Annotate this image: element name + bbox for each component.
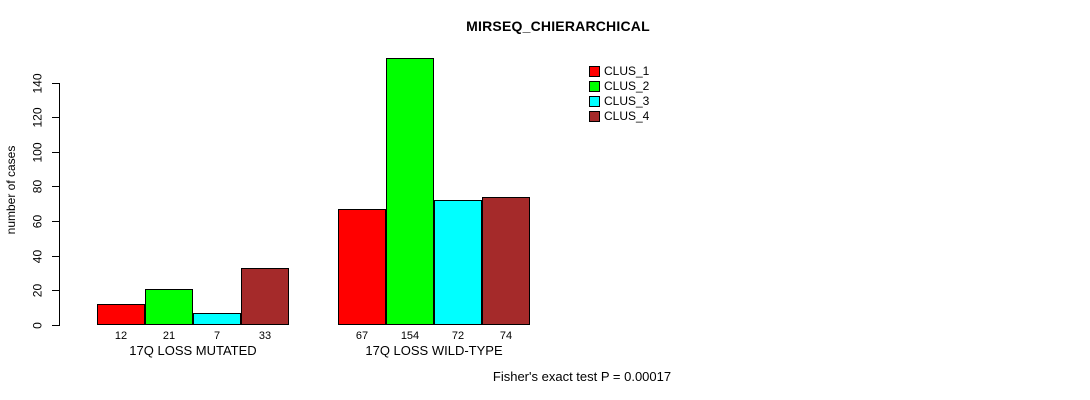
bar-clus-4-group2 (482, 197, 530, 325)
legend-item: CLUS_2 (589, 79, 649, 94)
legend-item: CLUS_4 (589, 109, 649, 124)
legend-swatch-clus-2 (589, 81, 600, 92)
legend-item: CLUS_1 (589, 64, 649, 79)
chart-title: MIRSEQ_CHIERARCHICAL (466, 18, 650, 34)
legend-item: CLUS_3 (589, 94, 649, 109)
legend-swatch-clus-1 (589, 66, 600, 77)
bar-value-label: 33 (258, 330, 272, 342)
bar-value-label: 21 (162, 330, 176, 342)
y-tick-label: 80 (30, 179, 45, 194)
legend-item-label: CLUS_3 (604, 94, 650, 108)
y-tick (52, 256, 60, 257)
bar-clus-3-group1 (193, 313, 241, 325)
y-tick (52, 152, 60, 153)
y-tick-label: 20 (30, 283, 45, 298)
legend-item-label: CLUS_1 (604, 64, 650, 78)
y-tick-label: 120 (30, 107, 45, 128)
y-axis-line (59, 82, 60, 326)
y-tick-label: 40 (30, 249, 45, 264)
y-tick (52, 186, 60, 187)
y-tick-label: 100 (30, 142, 45, 163)
bar-value-label: 7 (213, 330, 221, 342)
y-axis-title: number of cases (4, 145, 18, 235)
y-tick (52, 290, 60, 291)
y-tick (52, 325, 60, 326)
group-label: 17Q LOSS WILD-TYPE (365, 343, 503, 358)
bar-clus-2-group1 (145, 289, 193, 325)
bar-value-label: 74 (499, 330, 513, 342)
y-tick (52, 83, 60, 84)
legend-item-label: CLUS_4 (604, 109, 650, 123)
bar-value-label: 12 (114, 330, 128, 342)
bar-clus-1-group1 (97, 304, 145, 325)
fisher-test-note: Fisher's exact test P = 0.00017 (492, 369, 672, 384)
bar-value-label: 154 (400, 330, 420, 342)
legend-swatch-clus-4 (589, 111, 600, 122)
legend-swatch-clus-3 (589, 96, 600, 107)
bar-value-label: 67 (355, 330, 369, 342)
group-label: 17Q LOSS MUTATED (129, 343, 257, 358)
y-tick-label: 0 (30, 322, 45, 329)
bar-value-label: 72 (451, 330, 465, 342)
bar-clus-4-group1 (241, 268, 289, 325)
bar-clus-3-group2 (434, 200, 482, 325)
y-tick-label: 140 (30, 73, 45, 94)
y-tick (52, 117, 60, 118)
y-tick-label: 60 (30, 214, 45, 229)
legend: CLUS_1 CLUS_2 CLUS_3 CLUS_4 (589, 64, 649, 124)
legend-item-label: CLUS_2 (604, 79, 650, 93)
bar-clus-1-group2 (338, 209, 386, 325)
bar-clus-2-group2 (386, 58, 434, 325)
y-tick (52, 221, 60, 222)
